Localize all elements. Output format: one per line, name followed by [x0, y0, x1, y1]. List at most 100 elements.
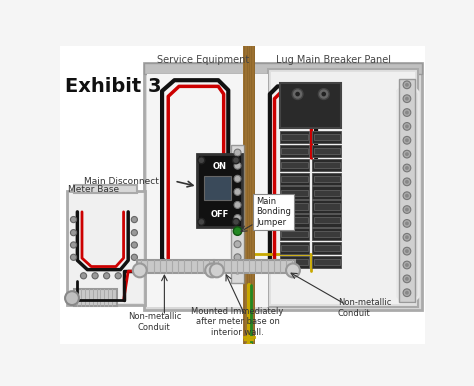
Bar — [272, 73, 415, 303]
Bar — [280, 186, 309, 199]
Bar — [312, 159, 341, 171]
Circle shape — [405, 124, 409, 128]
Circle shape — [405, 111, 409, 115]
Circle shape — [405, 277, 409, 281]
Circle shape — [405, 263, 409, 267]
Circle shape — [405, 291, 409, 295]
Text: ON: ON — [213, 162, 227, 171]
Circle shape — [403, 164, 411, 172]
Circle shape — [210, 264, 224, 277]
Circle shape — [133, 264, 146, 277]
Bar — [282, 176, 308, 182]
Text: Meter Base: Meter Base — [68, 185, 119, 194]
Circle shape — [403, 81, 411, 89]
Bar — [66, 191, 145, 305]
Bar — [282, 217, 308, 223]
Text: Main Disconnect: Main Disconnect — [83, 176, 158, 186]
Circle shape — [403, 275, 411, 283]
Circle shape — [403, 234, 411, 241]
Circle shape — [405, 138, 409, 142]
Bar — [268, 69, 419, 306]
Bar — [74, 185, 137, 193]
Bar — [280, 256, 309, 268]
Circle shape — [71, 242, 77, 248]
Bar — [312, 256, 341, 268]
Circle shape — [403, 261, 411, 269]
Circle shape — [233, 218, 239, 225]
Bar — [314, 162, 340, 168]
Bar — [144, 63, 422, 310]
Circle shape — [65, 291, 79, 305]
Circle shape — [234, 241, 241, 248]
Bar — [314, 176, 340, 182]
Bar — [280, 214, 309, 227]
Bar — [312, 214, 341, 227]
Bar — [282, 190, 308, 196]
Bar — [312, 131, 341, 143]
Circle shape — [292, 89, 303, 100]
Bar — [280, 200, 309, 213]
Circle shape — [405, 222, 409, 225]
Text: Non-metallic
Conduit: Non-metallic Conduit — [128, 312, 181, 332]
Bar — [314, 134, 340, 140]
Circle shape — [131, 230, 137, 236]
Circle shape — [405, 194, 409, 198]
Circle shape — [405, 97, 409, 101]
Bar — [314, 245, 340, 251]
Circle shape — [233, 157, 239, 164]
Bar — [312, 145, 341, 157]
Bar — [280, 145, 309, 157]
Circle shape — [71, 217, 77, 223]
Bar — [312, 173, 341, 185]
Bar — [282, 134, 308, 140]
Bar — [280, 131, 309, 143]
Circle shape — [71, 254, 77, 261]
Text: Lug Main Breaker Panel: Lug Main Breaker Panel — [276, 55, 391, 65]
Circle shape — [234, 175, 241, 182]
Circle shape — [131, 217, 137, 223]
Bar — [280, 242, 309, 254]
Bar — [282, 148, 308, 154]
Bar — [280, 228, 309, 240]
Bar — [399, 79, 415, 302]
Circle shape — [81, 273, 87, 279]
Circle shape — [234, 201, 241, 208]
Bar — [204, 176, 231, 200]
Circle shape — [286, 264, 300, 277]
Circle shape — [403, 192, 411, 200]
Bar — [144, 63, 422, 74]
Circle shape — [92, 273, 98, 279]
Circle shape — [403, 178, 411, 186]
Bar — [146, 74, 268, 306]
Circle shape — [131, 242, 137, 248]
Circle shape — [115, 273, 121, 279]
Bar — [314, 190, 340, 196]
Circle shape — [234, 215, 241, 222]
Circle shape — [234, 254, 241, 261]
Text: Mounted Immediately
after meter base on
interior wall.: Mounted Immediately after meter base on … — [191, 307, 284, 337]
Bar — [74, 289, 117, 306]
Circle shape — [403, 206, 411, 213]
Bar — [312, 200, 341, 213]
Bar — [198, 154, 242, 227]
Bar — [137, 261, 214, 273]
Circle shape — [403, 150, 411, 158]
Bar — [312, 228, 341, 240]
Bar — [282, 245, 308, 251]
Text: Main
Bonding
Jumper: Main Bonding Jumper — [256, 197, 291, 227]
Bar — [214, 261, 295, 273]
Bar — [146, 74, 419, 306]
Text: Non-metallic
Conduit: Non-metallic Conduit — [337, 298, 391, 318]
Bar — [243, 46, 255, 344]
Circle shape — [131, 254, 137, 261]
Bar — [282, 162, 308, 168]
Circle shape — [403, 109, 411, 117]
Bar — [312, 186, 341, 199]
Bar — [314, 259, 340, 265]
Bar — [314, 231, 340, 237]
Circle shape — [405, 180, 409, 184]
Circle shape — [403, 136, 411, 144]
Text: OFF: OFF — [211, 210, 229, 219]
Circle shape — [403, 95, 411, 103]
Circle shape — [405, 83, 409, 87]
